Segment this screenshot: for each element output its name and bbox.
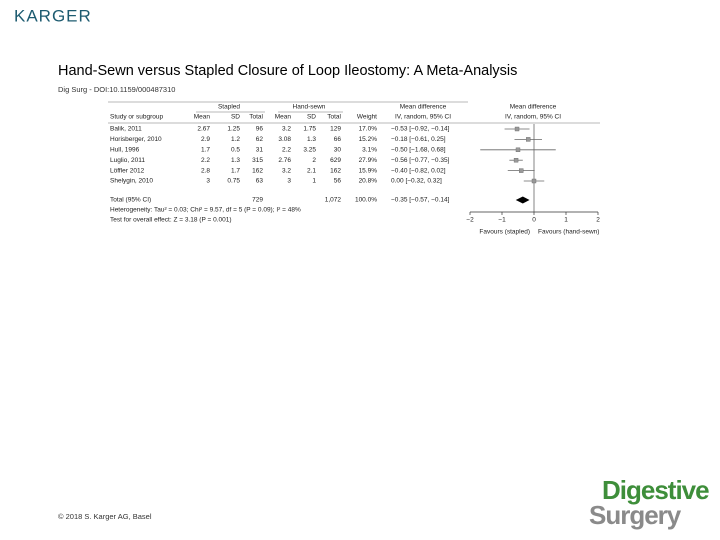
x-tick-label: −2 <box>466 217 474 224</box>
group-header: Hand-sewn <box>293 104 326 111</box>
table-cell: −0.50 [−1.68, 0.68] <box>391 147 446 154</box>
table-cell: 0.5 <box>231 147 240 154</box>
table-cell: 2.9 <box>201 136 210 143</box>
total-cell: −0.35 [−0.57, −0.14] <box>391 197 450 204</box>
total-cell: 100.0% <box>355 197 377 204</box>
table-cell: 2.67 <box>197 126 210 133</box>
estimate <box>526 137 531 142</box>
estimate <box>514 126 520 132</box>
publisher-logo: KARGER <box>14 6 92 25</box>
table-cell: 31 <box>256 147 264 154</box>
table-cell: 3.2 <box>282 126 291 133</box>
column-header: Mean <box>194 114 211 121</box>
table-cell: 162 <box>252 167 263 174</box>
table-cell: 2.2 <box>282 147 291 154</box>
table-cell: 1.3 <box>231 157 240 164</box>
column-header: Total <box>249 114 263 121</box>
favours-label: Favours (stapled) <box>479 229 530 236</box>
table-cell: 129 <box>330 126 341 133</box>
table-cell: 96 <box>256 126 264 133</box>
table-cell: 1.7 <box>231 167 240 174</box>
table-cell: 63 <box>256 178 264 185</box>
overall-test: Test for overall effect: Z = 3.18 (P = 0… <box>110 217 232 224</box>
table-cell: 3.2 <box>282 167 291 174</box>
table-cell: 2 <box>312 157 316 164</box>
table-cell: Horisberger, 2010 <box>110 136 162 143</box>
table-cell: 1.3 <box>307 136 316 143</box>
table-cell: 1.2 <box>231 136 240 143</box>
table-cell: 15.9% <box>359 167 378 174</box>
table-cell: 3.25 <box>303 147 316 154</box>
citation: Dig Surg - DOI:10.1159/000487310 <box>58 85 175 94</box>
table-cell: 1.75 <box>303 126 316 133</box>
table-cell: Balik, 2011 <box>110 126 142 133</box>
total-cell: Total (95% CI) <box>110 197 151 204</box>
table-cell: 62 <box>256 136 264 143</box>
table-cell: −0.18 [−0.61, 0.25] <box>391 136 446 143</box>
table-cell: 15.2% <box>359 136 378 143</box>
column-header: IV, random, 95% CI <box>395 114 451 121</box>
journal-logo: Surgery <box>589 500 682 530</box>
column-header: SD <box>307 114 316 121</box>
total-cell: 1,072 <box>325 197 342 204</box>
table-cell: 1.7 <box>201 147 210 154</box>
table-cell: 1 <box>312 178 316 185</box>
x-tick-label: 0 <box>532 217 536 224</box>
column-header: SD <box>231 114 240 121</box>
overall-diamond <box>515 196 530 204</box>
table-cell: 0.00 [−0.32, 0.32] <box>391 178 442 185</box>
table-cell: 30 <box>334 147 342 154</box>
heterogeneity: Heterogeneity: Tau² = 0.03; Chi² = 9.57,… <box>110 207 301 214</box>
table-cell: −0.40 [−0.82, 0.02] <box>391 167 446 174</box>
journal-logo: Digestive <box>602 475 709 505</box>
table-cell: 3 <box>206 178 210 185</box>
table-cell: 315 <box>252 157 263 164</box>
x-tick-label: 1 <box>564 217 568 224</box>
column-header: Study or subgroup <box>110 114 164 121</box>
table-cell: 20.8% <box>359 178 378 185</box>
table-cell: 1.25 <box>227 126 240 133</box>
table-cell: 0.75 <box>227 178 240 185</box>
forest-plot: Stapled Hand-sewn Mean difference Mean diff… <box>110 104 600 236</box>
table-cell: 66 <box>334 136 342 143</box>
table-cell: 162 <box>330 167 341 174</box>
table-cell: 27.9% <box>359 157 378 164</box>
estimate <box>531 178 537 184</box>
table-cell: Löffler 2012 <box>110 167 145 174</box>
table-cell: 2.8 <box>201 167 210 174</box>
group-header: Stapled <box>218 104 240 111</box>
x-tick-label: 2 <box>596 217 600 224</box>
estimate <box>519 168 524 173</box>
group-header: Mean difference <box>400 104 447 111</box>
favours-label: Favours (hand-sewn) <box>538 229 599 236</box>
column-header: IV, random, 95% CI <box>505 114 561 121</box>
table-cell: Hull, 1996 <box>110 147 140 154</box>
x-tick-label: −1 <box>498 217 506 224</box>
table-cell: Shelygin, 2010 <box>110 178 153 185</box>
table-cell: 3.1% <box>362 147 377 154</box>
column-header: Weight <box>357 114 377 121</box>
table-cell: 2.76 <box>278 157 291 164</box>
column-header: Total <box>327 114 341 121</box>
copyright: © 2018 S. Karger AG, Basel <box>58 512 152 521</box>
estimate <box>513 157 519 163</box>
table-cell: 17.0% <box>359 126 378 133</box>
estimate <box>515 147 521 153</box>
column-header: Mean <box>275 114 292 121</box>
table-cell: −0.56 [−0.77, −0.35] <box>391 157 450 164</box>
table-cell: −0.53 [−0.92, −0.14] <box>391 126 450 133</box>
table-cell: Luglio, 2011 <box>110 157 145 164</box>
table-cell: 629 <box>330 157 341 164</box>
table-cell: 2.1 <box>307 167 316 174</box>
table-cell: 56 <box>334 178 342 185</box>
table-cell: 3.08 <box>278 136 291 143</box>
table-cell: 3 <box>287 178 291 185</box>
group-header: Mean difference <box>510 104 557 111</box>
slide-title: Hand-Sewn versus Stapled Closure of Loop… <box>58 63 517 79</box>
total-cell: 729 <box>252 197 263 204</box>
table-cell: 2.2 <box>201 157 210 164</box>
